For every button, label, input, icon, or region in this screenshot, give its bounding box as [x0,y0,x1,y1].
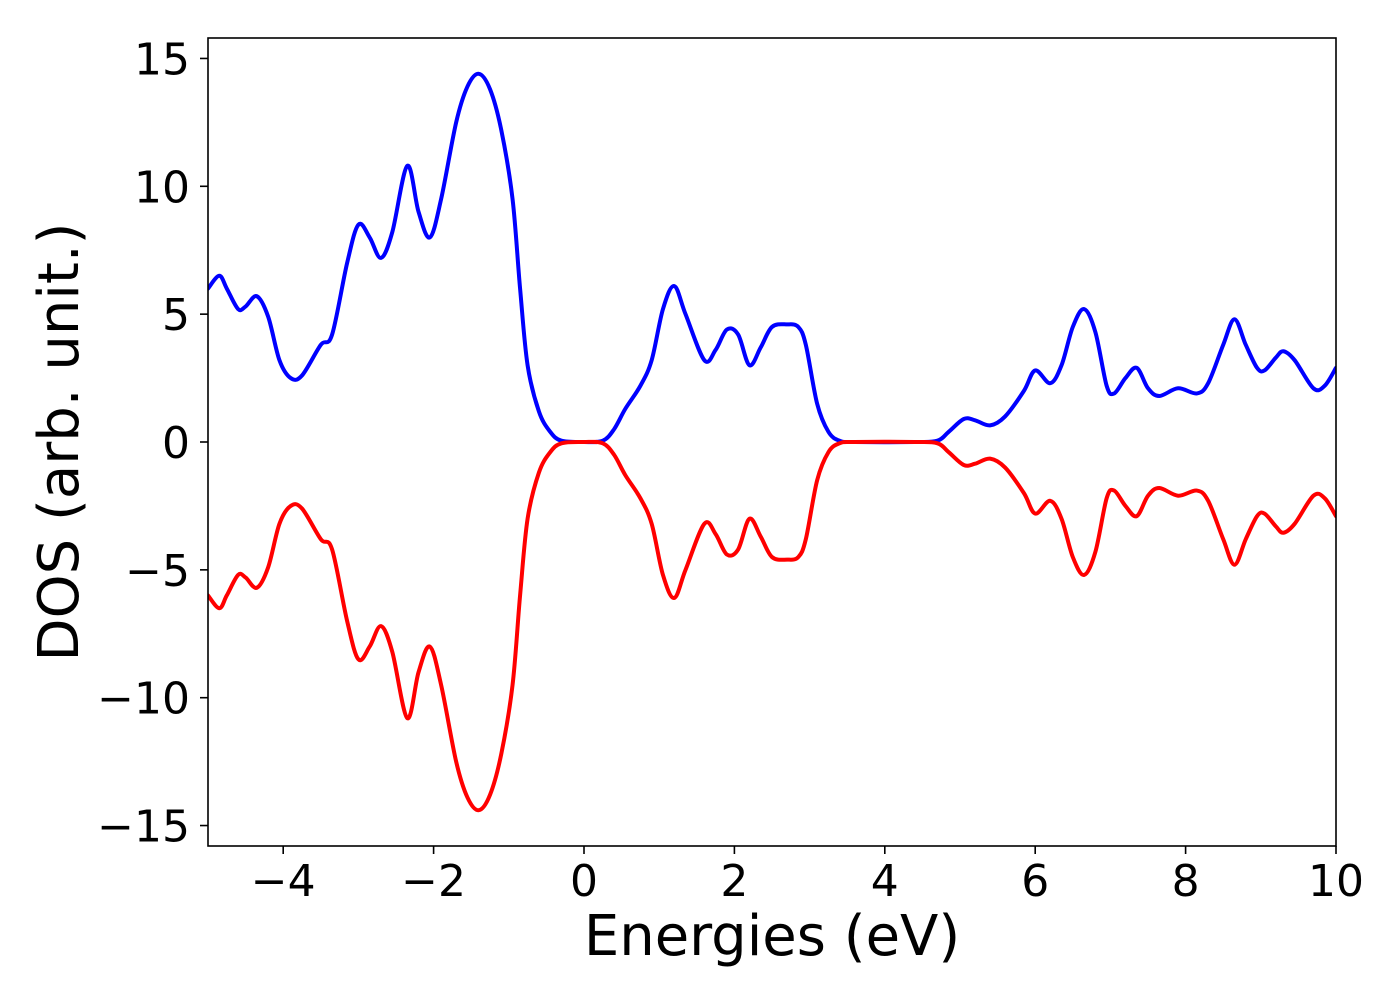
x-tick-label: 4 [871,856,899,907]
y-tick-label: 0 [162,418,190,469]
series-layer [208,71,1336,813]
series-line-1 [208,439,1336,813]
y-axis-ticks: 15 10 5 0 −5 −10 −15 [97,34,208,853]
y-tick-label: 10 [134,162,190,213]
y-tick-label: 5 [162,290,190,341]
y-tick-label: 15 [134,34,190,85]
x-tick-label: −4 [251,856,316,907]
x-tick-label: 10 [1308,856,1364,907]
x-axis-title: Energies (eV) [584,904,960,969]
x-tick-label: −2 [401,856,466,907]
x-tick-label: 0 [570,856,598,907]
y-tick-label: −10 [97,674,190,725]
y-axis-title: DOS (arb. unit.) [27,222,92,661]
y-tick-label: −15 [97,802,190,853]
x-tick-label: 6 [1021,856,1049,907]
y-tick-label: −5 [125,546,190,597]
x-axis-ticks: −4 −2 0 2 4 6 8 10 [251,846,1364,907]
series-line-0 [208,71,1336,445]
plot-background [208,38,1336,846]
x-tick-label: 8 [1172,856,1200,907]
x-tick-label: 2 [720,856,748,907]
